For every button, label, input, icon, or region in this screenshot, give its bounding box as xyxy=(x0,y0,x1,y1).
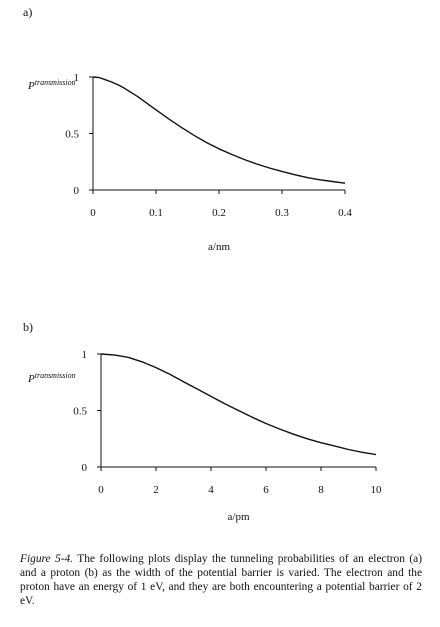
x-tick-label-a: 0 xyxy=(90,207,96,219)
x-tick-label-a: 0.2 xyxy=(212,207,226,219)
x-tick-label-b: 10 xyxy=(371,484,383,496)
panel-label-b: b) xyxy=(23,320,33,334)
y-tick-label-b: 1 xyxy=(82,349,88,361)
figure-caption: Figure 5-4. The following plots display … xyxy=(20,552,422,608)
y-tick-label-a: 0.5 xyxy=(65,129,79,141)
y-tick-label-b: 0 xyxy=(82,462,88,474)
x-tick-label-a: 0.3 xyxy=(275,207,289,219)
x-tick-label-b: 6 xyxy=(263,484,269,496)
y-tick-label-a: 1 xyxy=(74,72,80,84)
caption-text: The following plots display the tunnelin… xyxy=(20,553,423,607)
panel-label-a: a) xyxy=(23,5,32,19)
y-tick-label-b: 0.5 xyxy=(73,406,87,418)
y-axis-label-b: Ptransmission xyxy=(27,371,76,385)
x-tick-label-a: 0.1 xyxy=(149,207,163,219)
x-tick-label-b: 4 xyxy=(208,484,214,496)
y-tick-label-a: 0 xyxy=(74,185,80,197)
figure-ref: Figure 5-4. xyxy=(20,553,74,565)
y-axis-label-a: Ptransmission xyxy=(27,78,76,92)
x-tick-label-b: 2 xyxy=(153,484,159,496)
x-axis-label-a: a/nm xyxy=(208,241,230,253)
x-tick-label-b: 0 xyxy=(98,484,104,496)
x-tick-label-a: 0.4 xyxy=(338,207,352,219)
x-axis-label-b: a/pm xyxy=(228,511,250,523)
series-line-b xyxy=(100,353,377,456)
x-tick-label-b: 8 xyxy=(318,484,324,496)
series-line-a xyxy=(92,76,346,184)
